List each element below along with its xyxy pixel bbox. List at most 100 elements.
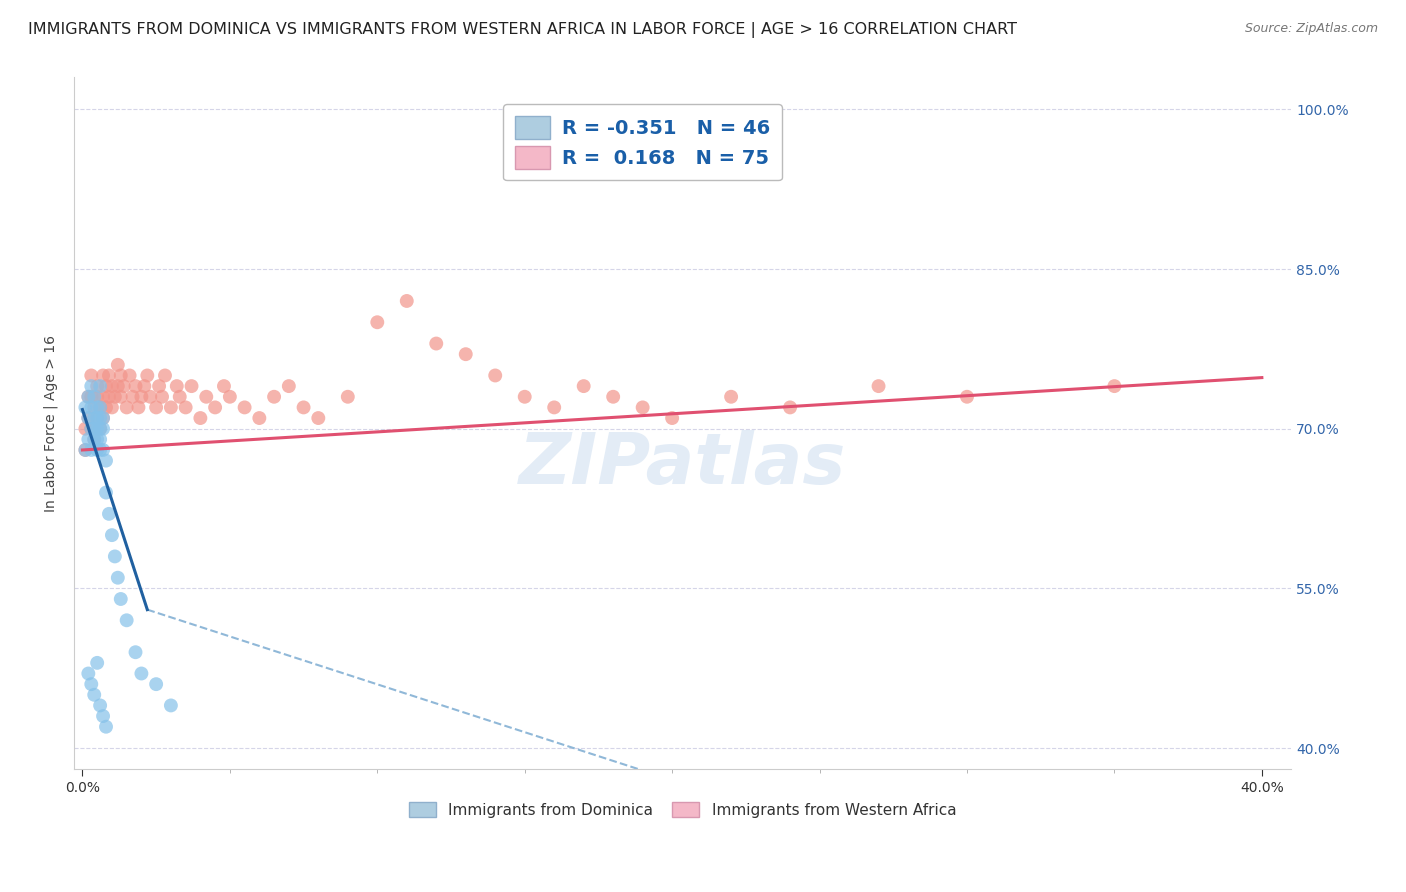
Point <box>86 379 108 393</box>
Point <box>218 390 240 404</box>
Point <box>89 401 111 415</box>
Point <box>83 688 105 702</box>
Text: ZIPatlas: ZIPatlas <box>519 430 846 500</box>
Point <box>86 390 108 404</box>
Point <box>89 422 111 436</box>
Point <box>89 433 111 447</box>
Point <box>77 411 100 425</box>
Point <box>513 390 536 404</box>
Point <box>720 390 742 404</box>
Point <box>101 401 124 415</box>
Point <box>454 347 477 361</box>
Point <box>124 645 146 659</box>
Point <box>277 379 299 393</box>
Point <box>80 379 103 393</box>
Point <box>134 379 156 393</box>
Point <box>115 613 138 627</box>
Point <box>86 401 108 415</box>
Point <box>80 442 103 457</box>
Point <box>83 433 105 447</box>
Point <box>89 442 111 457</box>
Point <box>602 390 624 404</box>
Point <box>75 422 97 436</box>
Point <box>77 411 100 425</box>
Point <box>174 401 197 415</box>
Point <box>80 422 103 436</box>
Point <box>868 379 890 393</box>
Point <box>80 368 103 383</box>
Text: IMMIGRANTS FROM DOMINICA VS IMMIGRANTS FROM WESTERN AFRICA IN LABOR FORCE | AGE : IMMIGRANTS FROM DOMINICA VS IMMIGRANTS F… <box>28 22 1017 38</box>
Point <box>148 379 170 393</box>
Point <box>94 720 117 734</box>
Point <box>83 390 105 404</box>
Point <box>160 698 183 713</box>
Point <box>107 571 129 585</box>
Point <box>75 401 97 415</box>
Point <box>366 315 388 329</box>
Point <box>336 390 359 404</box>
Point <box>77 666 100 681</box>
Point <box>631 401 654 415</box>
Point <box>89 698 111 713</box>
Point <box>292 401 315 415</box>
Point <box>91 411 114 425</box>
Point <box>91 709 114 723</box>
Point <box>180 379 202 393</box>
Point <box>80 401 103 415</box>
Point <box>956 390 979 404</box>
Point <box>101 528 124 542</box>
Point <box>124 379 146 393</box>
Point <box>484 368 506 383</box>
Point <box>153 368 176 383</box>
Point <box>91 422 114 436</box>
Point <box>91 442 114 457</box>
Point <box>572 379 595 393</box>
Point <box>425 336 447 351</box>
Point <box>131 390 153 404</box>
Point <box>83 401 105 415</box>
Point <box>110 390 132 404</box>
Point <box>104 549 127 564</box>
Point <box>107 358 129 372</box>
Point <box>80 422 103 436</box>
Point <box>98 368 121 383</box>
Point <box>247 411 270 425</box>
Point <box>89 379 111 393</box>
Point <box>91 411 114 425</box>
Point <box>779 401 801 415</box>
Point <box>89 401 111 415</box>
Point <box>127 401 149 415</box>
Point <box>661 411 683 425</box>
Point <box>169 390 191 404</box>
Point <box>80 390 103 404</box>
Point <box>212 379 235 393</box>
Point <box>86 442 108 457</box>
Point <box>86 433 108 447</box>
Point <box>94 379 117 393</box>
Point <box>543 401 565 415</box>
Point <box>233 401 256 415</box>
Point <box>94 485 117 500</box>
Point <box>91 390 114 404</box>
Point <box>1104 379 1126 393</box>
Point <box>190 411 212 425</box>
Point <box>86 411 108 425</box>
Point <box>195 390 218 404</box>
Point <box>131 666 153 681</box>
Y-axis label: In Labor Force | Age > 16: In Labor Force | Age > 16 <box>44 334 58 512</box>
Point <box>75 442 97 457</box>
Text: Source: ZipAtlas.com: Source: ZipAtlas.com <box>1244 22 1378 36</box>
Point <box>75 442 97 457</box>
Point <box>77 433 100 447</box>
Point <box>107 379 129 393</box>
Point <box>94 401 117 415</box>
Point <box>307 411 329 425</box>
Point <box>121 390 143 404</box>
Point <box>115 401 138 415</box>
Point <box>98 507 121 521</box>
Point <box>118 368 141 383</box>
Point <box>101 379 124 393</box>
Point <box>104 390 127 404</box>
Point <box>110 368 132 383</box>
Point <box>83 433 105 447</box>
